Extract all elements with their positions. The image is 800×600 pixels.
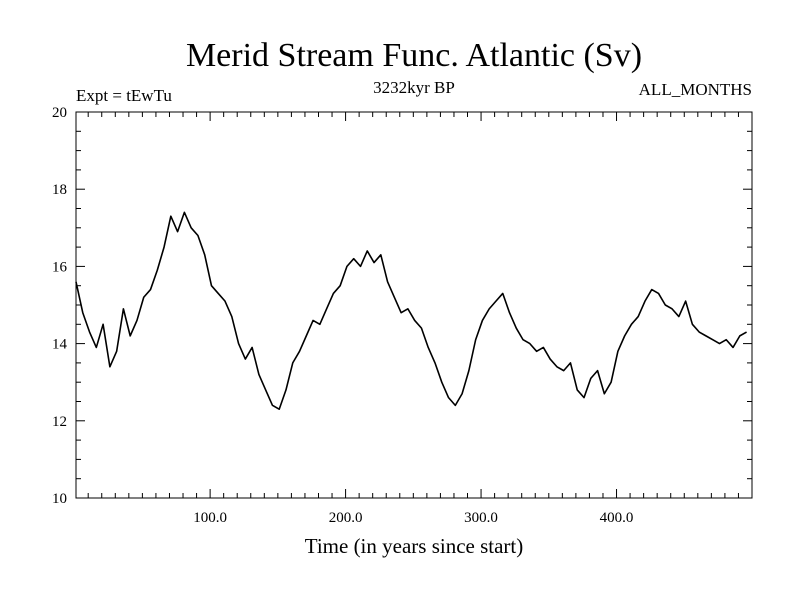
chart-title: Merid Stream Func. Atlantic (Sv) [186, 37, 642, 74]
y-tick-labels: 10 12 14 16 18 20 [52, 105, 68, 507]
axis-ticks [76, 111, 753, 499]
chart-subtitle-left: Expt = tEwTu [76, 86, 172, 105]
chart-subtitle-right: ALL_MONTHS [639, 80, 752, 99]
y-tick-label: 10 [52, 491, 67, 507]
chart-subtitle-center: 3232kyr BP [373, 78, 455, 97]
y-tick-label: 14 [52, 337, 68, 353]
y-tick-label: 16 [52, 259, 68, 275]
y-tick-label: 20 [52, 105, 67, 121]
data-series [75, 211, 747, 411]
x-tick-label: 300.0 [464, 510, 498, 526]
y-tick-label: 18 [52, 182, 67, 198]
x-tick-label: 200.0 [329, 510, 363, 526]
series-line [75, 211, 747, 411]
x-tick-label: 100.0 [193, 510, 227, 526]
x-tick-label: 400.0 [600, 510, 634, 526]
y-tick-label: 12 [52, 414, 67, 430]
plot-frame [75, 111, 753, 499]
x-tick-labels: 100.0 200.0 300.0 400.0 [193, 510, 633, 526]
x-axis-label: Time (in years since start) [305, 534, 524, 558]
